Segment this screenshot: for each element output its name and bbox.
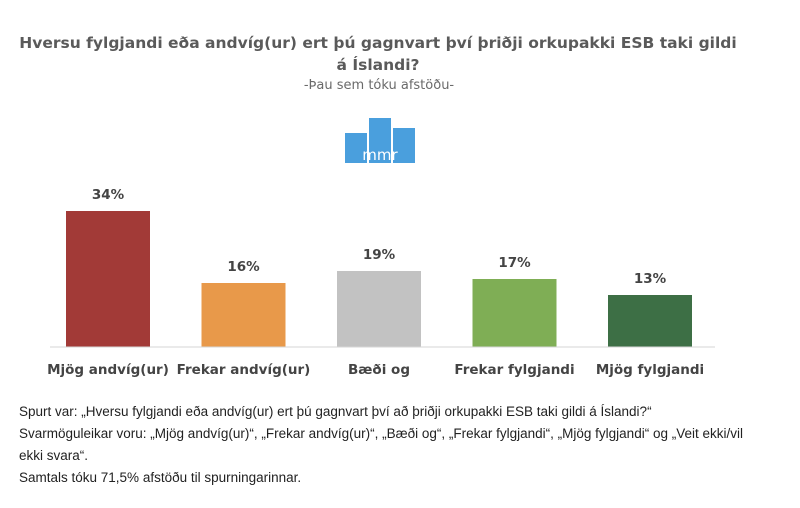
logo-bar-left xyxy=(345,133,367,163)
bar-b-i-og xyxy=(337,271,421,347)
category-label-frekar-andvig-ur: Frekar andvíg(ur) xyxy=(177,362,311,378)
value-label-frekar-andvig-ur: 16% xyxy=(227,259,260,275)
value-label-frekar-fylgjandi: 17% xyxy=(498,255,531,271)
category-label-b-i-og: Bæði og xyxy=(348,362,410,378)
value-label-mjog-andvig-ur: 34% xyxy=(92,187,125,203)
bar-mjog-andvig-ur xyxy=(66,211,150,347)
category-label-frekar-fylgjandi: Frekar fylgjandi xyxy=(454,362,574,378)
bars-layer: 34% Mjög andvíg(ur) 16% Frekar andvíg(ur) 19… xyxy=(47,187,704,378)
value-label-mjog-fylgjandi: 13% xyxy=(634,271,667,287)
logo-bar-right xyxy=(393,128,415,163)
chart-title-line-2: á Íslandi? xyxy=(336,55,419,74)
note-question: Spurt var: „Hversu fylgjandi eða andvíg(… xyxy=(19,404,652,419)
note-answer-options: Svarmöguleikar voru: „Mjög andvíg(ur)“, … xyxy=(19,426,743,463)
category-label-mjog-andvig-ur: Mjög andvíg(ur) xyxy=(47,362,169,378)
bar-chart: Hversu fylgjandi eða andvíg(ur) ert þú g… xyxy=(19,34,736,378)
logo-text: mmr xyxy=(362,146,398,164)
bar-frekar-andvig-ur xyxy=(201,283,286,347)
chart-subtitle: -Þau sem tóku afstöðu- xyxy=(304,78,455,93)
category-label-mjog-fylgjandi: Mjög fylgjandi xyxy=(596,362,704,378)
question-notes: Spurt var: „Hversu fylgjandi eða andvíg(… xyxy=(19,401,759,489)
value-label-b-i-og: 19% xyxy=(363,247,396,263)
bar-frekar-fylgjandi xyxy=(472,279,557,347)
logo-bar-middle xyxy=(369,118,391,163)
bar-mjog-fylgjandi xyxy=(608,295,692,347)
note-response-rate: Samtals tóku 71,5% afstöðu til spurninga… xyxy=(19,470,302,485)
mmr-logo: mmr xyxy=(345,118,415,164)
chart-title-line-1: Hversu fylgjandi eða andvíg(ur) ert þú g… xyxy=(19,34,736,52)
